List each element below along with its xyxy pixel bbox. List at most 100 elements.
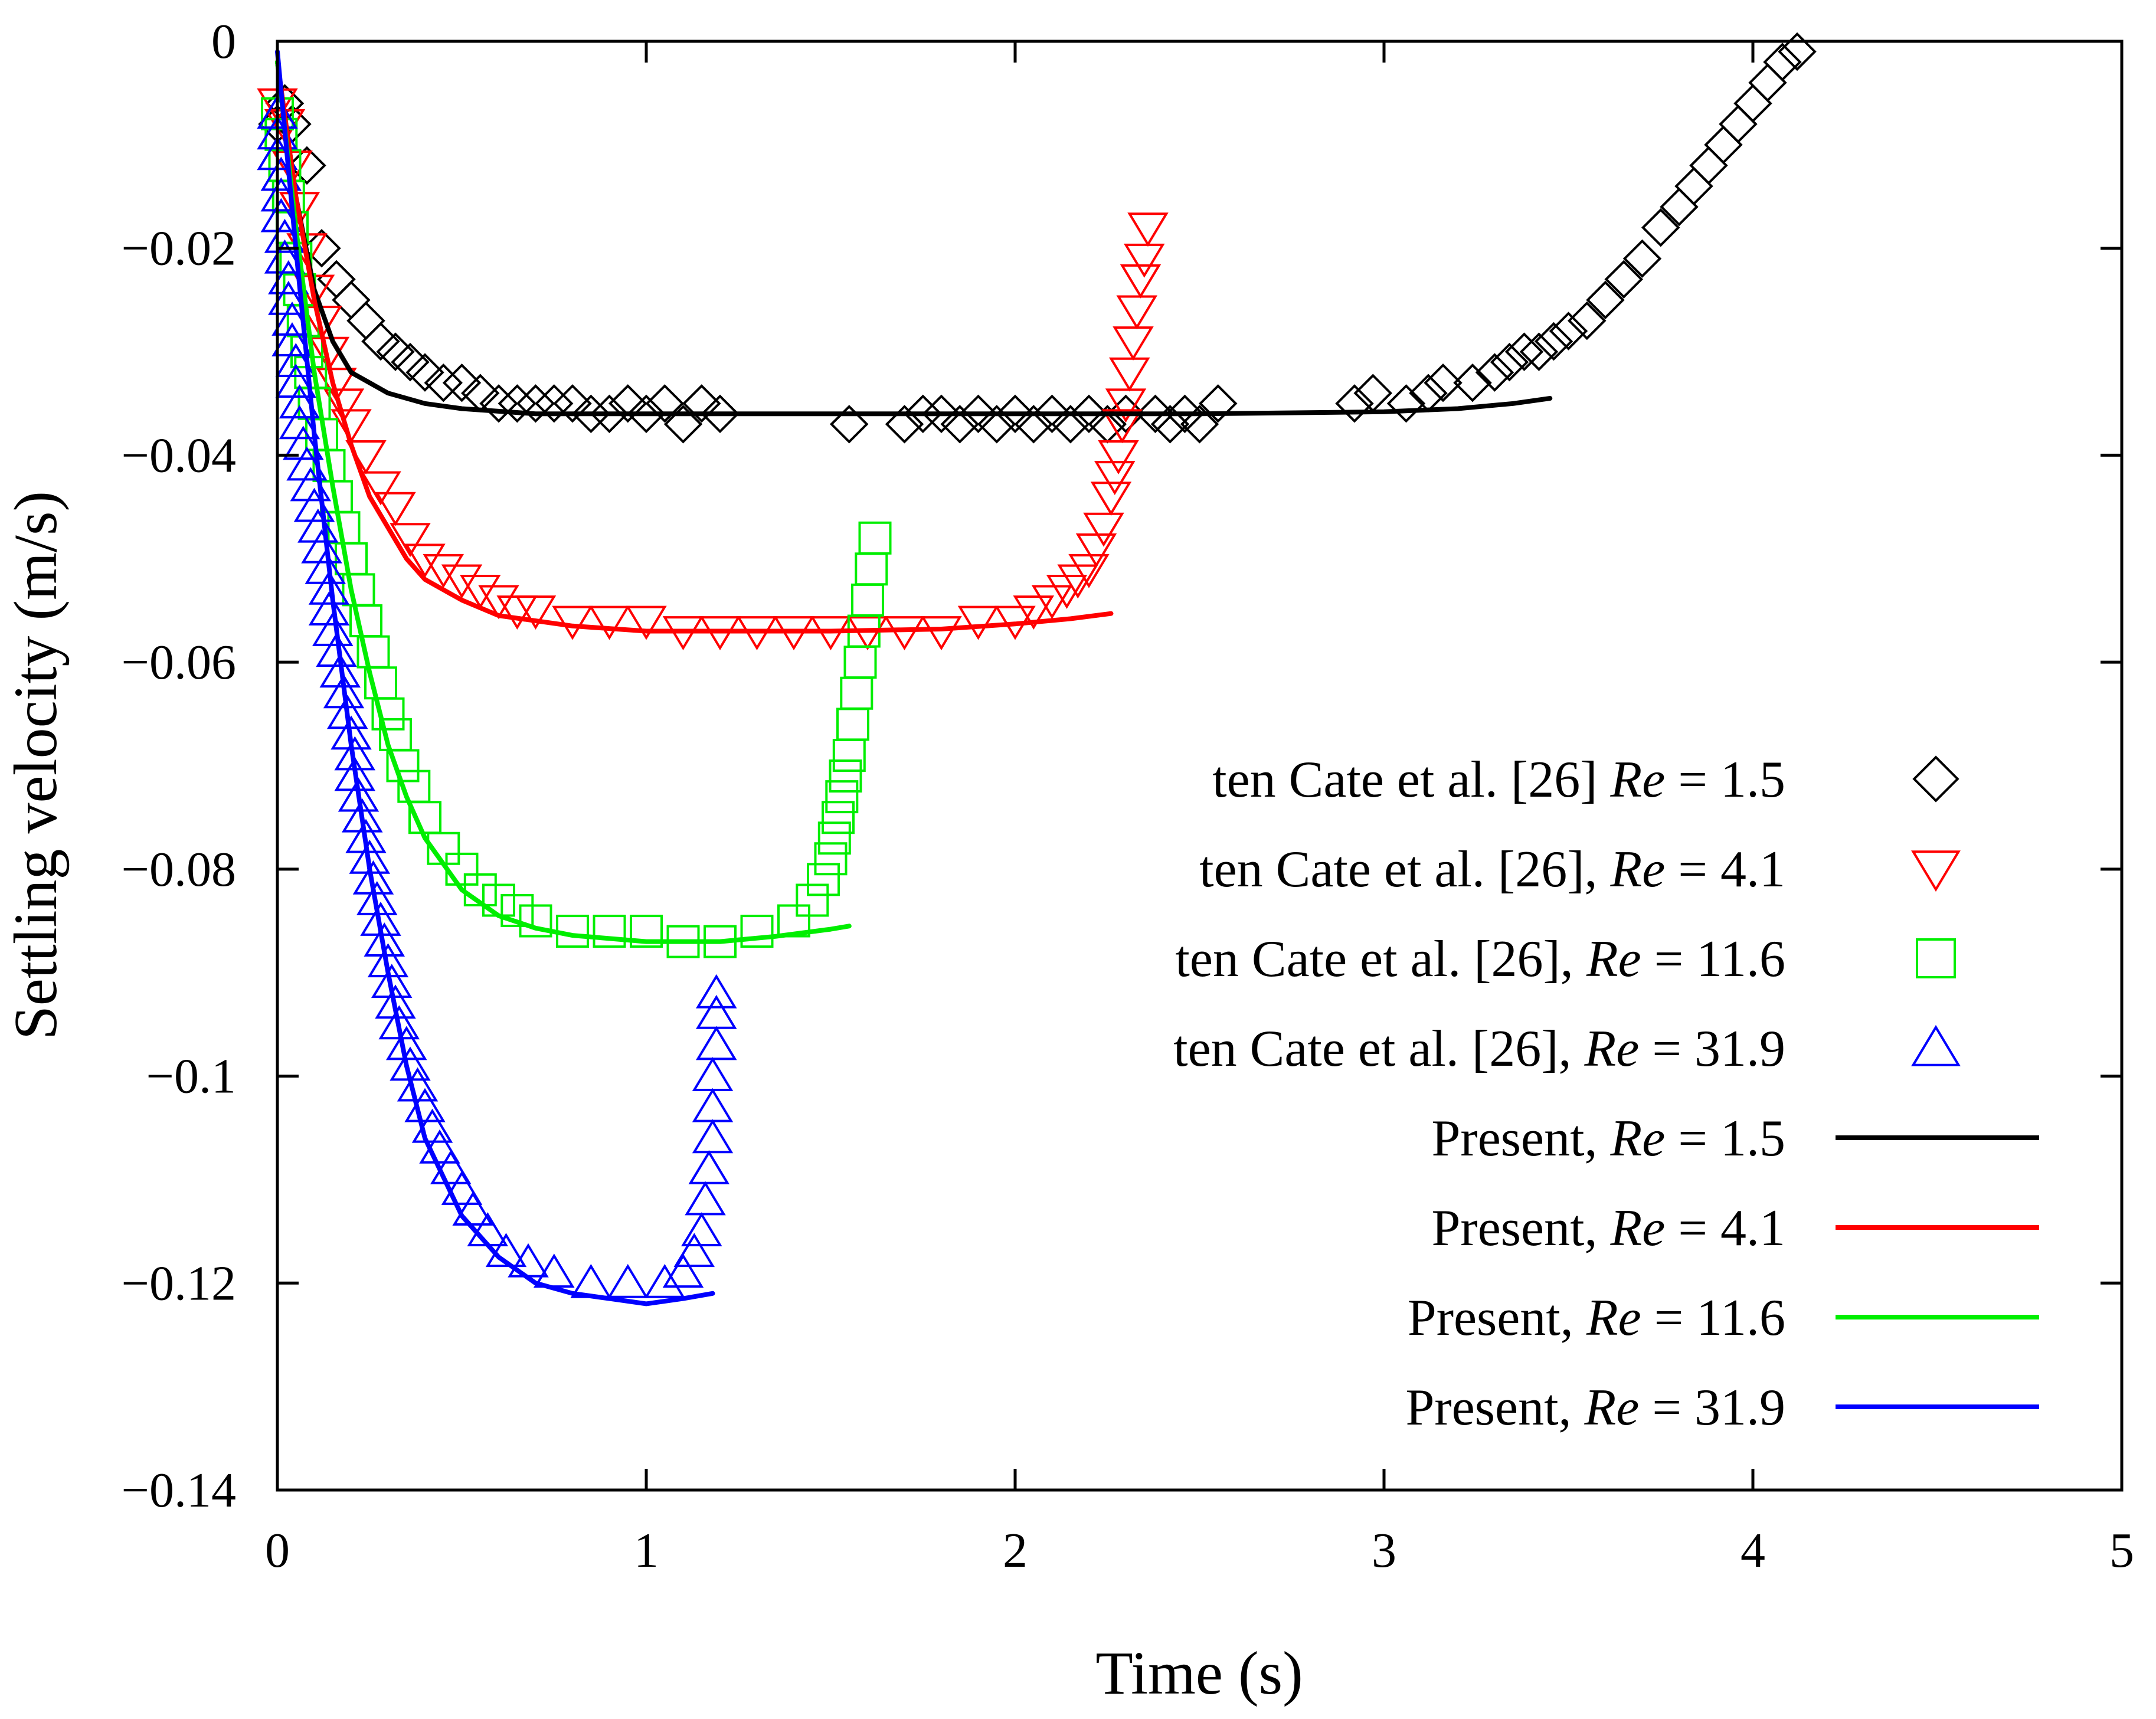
marker-exp41 <box>390 523 431 558</box>
marker-exp319 <box>695 994 737 1029</box>
y-axis-title: Settling velocity (m/s) <box>2 491 70 1040</box>
plot-frame <box>276 40 2124 1492</box>
marker-exp116 <box>666 925 700 958</box>
marker-exp15 <box>1534 322 1573 361</box>
legend-label-re: Re <box>1610 1200 1666 1257</box>
legend-label-re: Re <box>1586 1289 1641 1347</box>
legend-label-re: Re <box>1610 1110 1666 1167</box>
marker-exp15 <box>1763 42 1802 81</box>
marker-exp41 <box>404 543 446 578</box>
x-tick-label: 0 <box>265 1523 290 1578</box>
marker-exp116 <box>822 801 855 834</box>
marker-exp319 <box>308 570 350 605</box>
marker-exp41 <box>323 388 365 423</box>
marker-exp116 <box>777 904 810 938</box>
marker-exp41 <box>1108 357 1150 392</box>
marker-exp41 <box>1113 326 1154 361</box>
marker-exp319 <box>312 612 354 646</box>
legend-label-re: Re <box>1610 751 1666 808</box>
marker-exp319 <box>695 974 737 1009</box>
marker-exp15 <box>287 146 326 185</box>
marker-exp15 <box>1504 332 1544 371</box>
marker-exp319 <box>692 1057 734 1091</box>
marker-exp319 <box>275 364 317 398</box>
marker-exp319 <box>271 322 313 356</box>
marker-exp15 <box>645 384 685 423</box>
marker-exp116 <box>556 915 589 948</box>
y-tick-label: −0.04 <box>122 428 236 483</box>
marker-exp319 <box>305 549 346 584</box>
legend-entry-exp41: ten Cate et al. [26], Re = 4.1 <box>1199 841 1961 898</box>
marker-exp319 <box>319 653 361 688</box>
marker-exp319 <box>685 1181 726 1216</box>
line-sim15 <box>275 60 1553 417</box>
marker-exp319 <box>695 1026 737 1060</box>
marker-exp15 <box>1386 384 1426 423</box>
legend-label-suffix: = 11.6 <box>1641 931 1785 988</box>
x-tick-label: 5 <box>2109 1523 2134 1578</box>
marker-exp15 <box>1622 239 1662 278</box>
marker-exp15 <box>1069 394 1108 434</box>
marker-exp116 <box>807 863 840 896</box>
marker-exp15 <box>590 394 629 434</box>
legend-label-exp319: ten Cate et al. [26], Re = 31.9 <box>1173 1020 1785 1078</box>
legend-entry-sim15: Present, Re = 1.5 <box>1431 1110 2039 1167</box>
marker-exp41 <box>1120 264 1162 299</box>
marker-exp15 <box>516 384 555 423</box>
marker-exp15 <box>1641 208 1680 247</box>
marker-exp116 <box>829 759 862 793</box>
marker-exp41 <box>1105 388 1147 423</box>
legend-label-suffix: = 4.1 <box>1665 841 1785 898</box>
marker-exp319 <box>264 239 306 274</box>
marker-exp15 <box>903 394 943 434</box>
marker-exp15 <box>1198 384 1238 423</box>
marker-exp41 <box>957 605 999 640</box>
marker-exp41 <box>1094 461 1136 495</box>
marker-exp319 <box>441 1171 483 1205</box>
marker-exp15 <box>442 363 482 402</box>
marker-exp319 <box>308 591 350 626</box>
legend-label-exp41: ten Cate et al. [26], Re = 4.1 <box>1199 841 1785 898</box>
marker-exp15 <box>608 384 647 423</box>
marker-exp15 <box>885 405 924 444</box>
legend-label-sim41: Present, Re = 4.1 <box>1431 1200 1785 1257</box>
marker-exp15 <box>1778 32 1817 71</box>
legend-label-prefix: ten Cate et al. [26], <box>1199 841 1610 898</box>
marker-exp15 <box>922 394 961 434</box>
marker-exp116 <box>740 915 774 948</box>
x-axis-title: Time (s) <box>1095 1639 1303 1707</box>
marker-exp15 <box>1150 405 1190 444</box>
legend-label-suffix: = 1.5 <box>1665 751 1785 808</box>
marker-exp15 <box>829 405 869 444</box>
legend-swatch-exp41 <box>1911 850 1961 892</box>
marker-exp41 <box>884 616 925 650</box>
series-sim116 <box>275 60 852 944</box>
marker-exp15 <box>1453 363 1492 402</box>
legend-label-suffix: = 11.6 <box>1641 1289 1785 1347</box>
marker-exp41 <box>921 616 962 650</box>
marker-exp41 <box>1083 512 1124 547</box>
legend: ten Cate et al. [26] Re = 1.5 ten Cate et… <box>1173 751 2039 1436</box>
marker-exp15 <box>1490 342 1529 382</box>
marker-exp15 <box>1549 312 1588 351</box>
legend-label-sim116: Present, Re = 11.6 <box>1408 1289 1785 1347</box>
marker-exp116 <box>704 925 737 958</box>
marker-exp319 <box>334 757 376 791</box>
legend-label-prefix: Present, <box>1408 1289 1586 1347</box>
marker-exp116 <box>519 904 552 938</box>
marker-exp116 <box>371 697 405 731</box>
line-sim116 <box>275 60 852 944</box>
series-sim319 <box>275 49 715 1307</box>
legend-entry-exp15: ten Cate et al. [26] Re = 1.5 <box>1212 751 1959 808</box>
marker-exp41 <box>626 605 667 640</box>
marker-exp319 <box>279 405 320 440</box>
marker-exp41 <box>1116 295 1158 330</box>
legend-label-prefix: ten Cate et al. [26], <box>1175 931 1586 988</box>
legend-entry-sim116: Present, Re = 11.6 <box>1408 1289 2039 1347</box>
marker-exp41 <box>1098 440 1139 474</box>
legend-label-re: Re <box>1586 931 1641 988</box>
series-sim41 <box>275 60 1114 634</box>
marker-exp116 <box>825 780 859 814</box>
legend-swatch-exp319 <box>1911 1024 1961 1066</box>
